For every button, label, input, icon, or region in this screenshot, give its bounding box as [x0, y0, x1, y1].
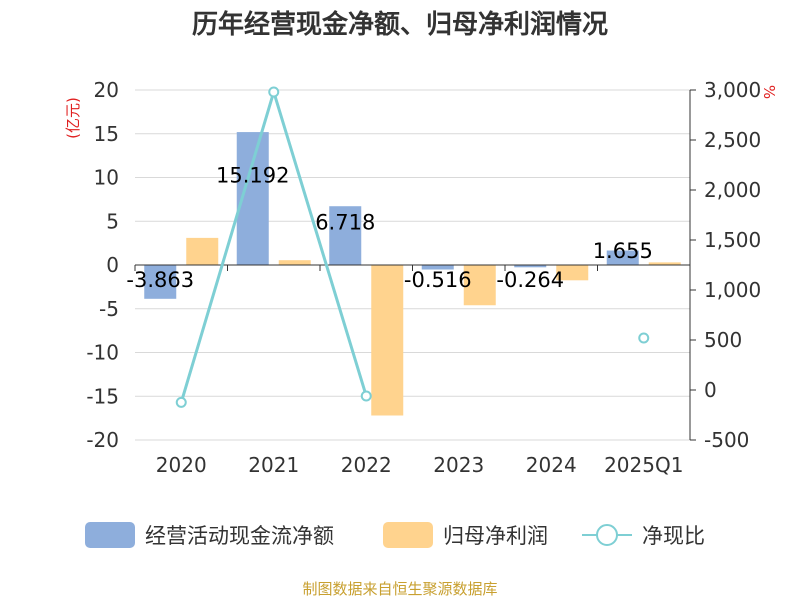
ratio-point [638, 332, 650, 344]
net-profit-bar [556, 265, 589, 281]
y-left-tick-label: 0 [106, 253, 119, 277]
x-tick-label: 2021 [248, 453, 299, 477]
left-axis-unit: (亿元) [64, 97, 82, 139]
legend-swatch-cashflow [85, 522, 135, 548]
data-labels: -3.863 15.192 6.718 -0.516 -0.264 1.655 [126, 164, 652, 292]
cashflow-data-label: 15.192 [216, 164, 289, 188]
cashflow-bar [606, 250, 639, 265]
legend-label: 经营活动现金流净额 [145, 524, 334, 548]
ratio-point [360, 390, 372, 402]
cashflow-data-label: -0.264 [496, 268, 564, 292]
net-profit-bar [186, 237, 219, 265]
cashflow-bar [514, 265, 547, 268]
y-right-tick-label: 2,500 [704, 128, 761, 152]
x-tick-label: 2023 [433, 453, 484, 477]
tick-labels: 20 15 10 5 0 -5 -10 -15 -20 3,000 2,500 2,000 1,500 1… [86, 78, 761, 477]
net-profit-bar [278, 260, 311, 265]
y-left-tick-label: -15 [86, 384, 119, 408]
legend-label: 净现比 [642, 524, 705, 548]
y-right-tick-label: -500 [704, 428, 749, 452]
cashflow-data-label: 6.718 [315, 211, 375, 235]
x-tick-label: 2024 [526, 453, 577, 477]
y-left-tick-label: -20 [86, 428, 119, 452]
y-right-tick-label: 1,500 [704, 228, 761, 252]
legend: 经营活动现金流净额 归母净利润 净现比 [85, 522, 705, 548]
cashflow-data-label: -3.863 [126, 268, 194, 292]
legend-swatch-net-profit [383, 522, 433, 548]
y-left-tick-label: 10 [94, 166, 119, 190]
axes [134, 89, 696, 441]
ratio-line [175, 86, 650, 408]
legend-label: 归母净利润 [443, 524, 548, 548]
y-left-tick-label: -5 [99, 297, 119, 321]
cashflow-data-label: -0.516 [404, 268, 472, 292]
cashflow-data-label: 1.655 [593, 239, 653, 263]
y-right-tick-label: 0 [704, 378, 717, 402]
y-left-tick-label: 20 [94, 78, 119, 102]
cashflow-bar [144, 265, 177, 299]
net-profit-bar [648, 262, 681, 265]
x-tick-label: 2022 [341, 453, 392, 477]
right-axis-unit: % [760, 85, 778, 99]
y-right-tick-label: 1,000 [704, 278, 761, 302]
chart-title: 历年经营现金净额、归母净利润情况 [192, 9, 608, 40]
source-note: 制图数据来自恒生聚源数据库 [302, 580, 497, 598]
y-right-tick-label: 500 [704, 328, 742, 352]
ratio-point [268, 86, 280, 98]
x-tick-label: 2025Q1 [604, 453, 683, 477]
y-right-tick-label: 3,000 [704, 78, 761, 102]
y-left-tick-label: 5 [106, 209, 119, 233]
net-profit-bar [463, 265, 496, 306]
y-left-tick-label: 15 [94, 122, 119, 146]
x-tick-label: 2020 [156, 453, 207, 477]
y-left-tick-label: -10 [86, 341, 119, 365]
cashflow-bar [421, 265, 454, 270]
net-profit-bar [371, 265, 404, 416]
legend-swatch-ratio-marker [596, 524, 618, 546]
cashflow-bar [329, 206, 362, 265]
ratio-point [175, 396, 187, 408]
y-right-tick-label: 2,000 [704, 178, 761, 202]
